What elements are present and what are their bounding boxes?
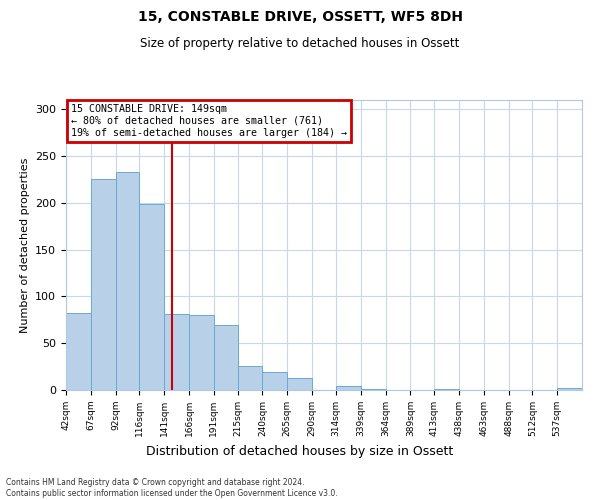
Bar: [66, 314, 91, 390]
Bar: [557, 388, 582, 390]
Bar: [238, 366, 262, 390]
Bar: [336, 386, 361, 390]
Bar: [434, 389, 459, 390]
Text: Contains HM Land Registry data © Crown copyright and database right 2024.
Contai: Contains HM Land Registry data © Crown c…: [6, 478, 338, 498]
Text: 15, CONSTABLE DRIVE, OSSETT, WF5 8DH: 15, CONSTABLE DRIVE, OSSETT, WF5 8DH: [137, 10, 463, 24]
Bar: [361, 389, 386, 390]
Bar: [139, 204, 164, 390]
Y-axis label: Number of detached properties: Number of detached properties: [20, 158, 29, 332]
Bar: [214, 324, 238, 390]
Bar: [189, 315, 214, 390]
Bar: [262, 372, 287, 390]
Text: Distribution of detached houses by size in Ossett: Distribution of detached houses by size …: [146, 444, 454, 458]
Bar: [164, 314, 189, 390]
Bar: [116, 172, 139, 390]
Bar: [91, 178, 116, 390]
Text: Size of property relative to detached houses in Ossett: Size of property relative to detached ho…: [140, 38, 460, 51]
Bar: [287, 378, 312, 390]
Text: 15 CONSTABLE DRIVE: 149sqm
← 80% of detached houses are smaller (761)
19% of sem: 15 CONSTABLE DRIVE: 149sqm ← 80% of deta…: [71, 104, 347, 138]
